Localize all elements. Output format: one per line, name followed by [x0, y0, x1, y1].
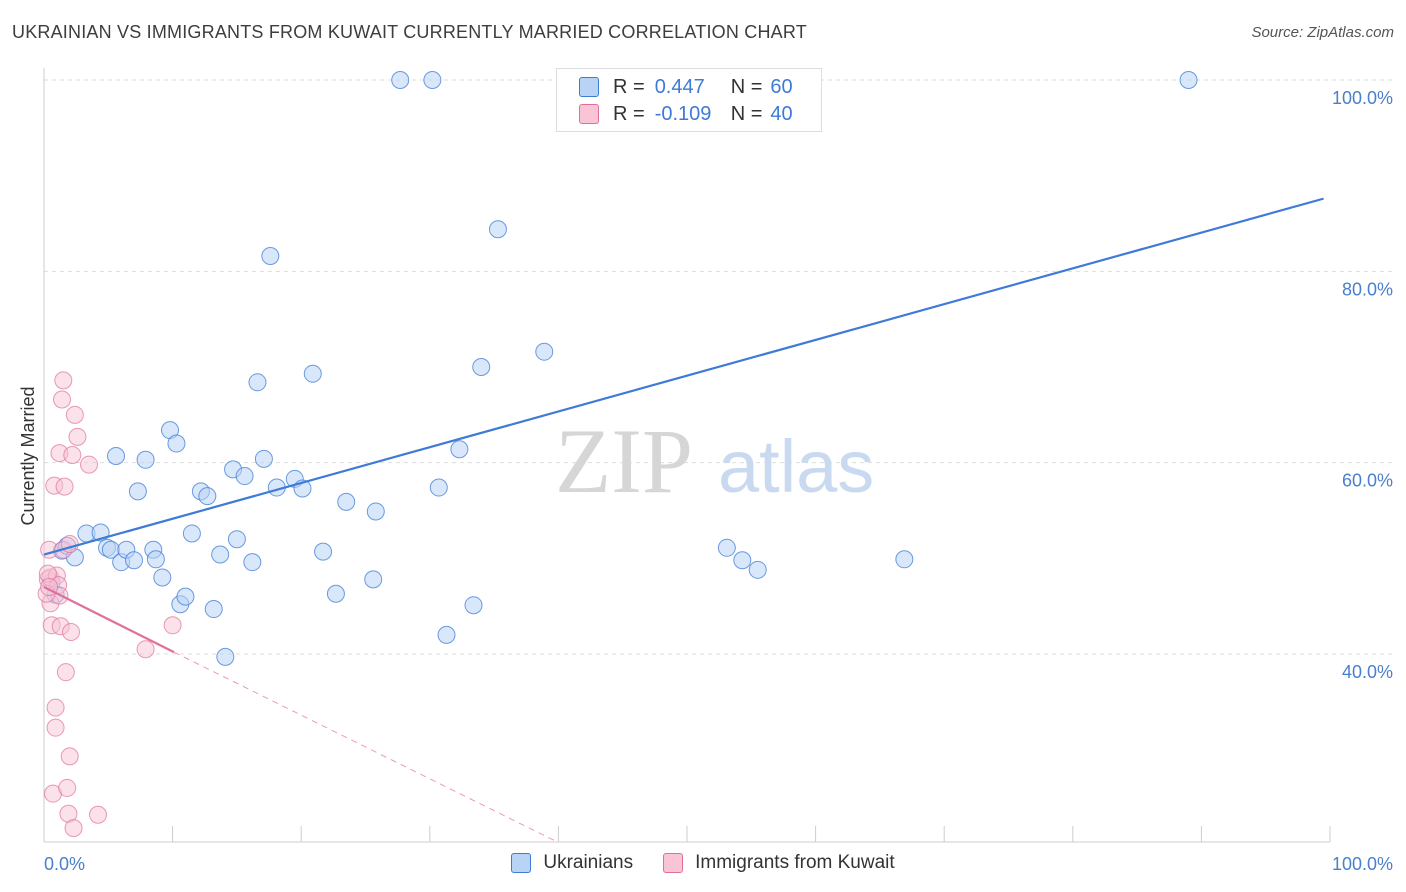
ukrainians-point — [261, 247, 280, 266]
ukrainians-point — [423, 71, 442, 89]
kuwait-point — [53, 390, 72, 409]
ukrainians-point — [314, 542, 333, 561]
ukrainians-point — [198, 487, 217, 506]
kuwait-trend-extension — [173, 651, 559, 843]
legend-r-value: 0.447 — [654, 75, 705, 98]
x-tick-label: 100.0% — [1332, 854, 1393, 874]
ukrainians-point — [717, 538, 736, 557]
legend-label-ukrainians: Ukrainians — [543, 852, 634, 873]
legend-row-ukrainians: R = 0.447 N = 60 — [579, 73, 793, 101]
legend-swatch-blue — [579, 77, 599, 97]
ukrainians-point — [437, 625, 456, 644]
source-label: Source: ZipAtlas.com — [1251, 24, 1394, 41]
legend-swatch-pink — [579, 104, 599, 124]
legend-r-value: -0.109 — [654, 102, 712, 125]
legend-n-value: 40 — [770, 102, 793, 125]
kuwait-point — [46, 698, 65, 717]
kuwait-point — [63, 446, 82, 465]
kuwait-point — [60, 747, 79, 766]
ukrainians-point — [176, 587, 195, 606]
kuwait-point — [80, 455, 99, 474]
y-tick-label: 40.0% — [1342, 662, 1393, 682]
ukrainians-trend-line — [43, 197, 1324, 556]
legend-label-kuwait: Immigrants from Kuwait — [695, 852, 895, 873]
legend-n-value: 60 — [770, 75, 793, 98]
ukrainians-point — [488, 220, 507, 239]
series-legend: Ukrainians Immigrants from Kuwait — [0, 852, 1406, 874]
ukrainians-point — [748, 560, 767, 579]
ukrainians-point — [254, 449, 273, 468]
y-tick-label: 80.0% — [1342, 279, 1393, 299]
kuwait-point — [136, 640, 155, 659]
kuwait-point — [89, 805, 108, 824]
ukrainians-point — [107, 446, 126, 465]
axes — [43, 68, 1331, 843]
ukrainians-point — [326, 584, 345, 603]
ukrainians-point — [248, 373, 267, 392]
legend-r-label: R = — [613, 102, 645, 125]
ukrainians-point — [204, 600, 223, 619]
ukrainians-point — [146, 550, 165, 569]
ukrainians-point — [235, 467, 254, 486]
ukrainians-point — [211, 545, 230, 564]
ukrainians-point — [337, 492, 356, 511]
ukrainians-point — [364, 570, 383, 589]
ukrainians-point — [450, 440, 469, 459]
y-axis-label: Currently Married — [18, 386, 38, 525]
ukrainians-point — [136, 450, 155, 469]
kuwait-point — [68, 427, 87, 446]
ukrainians-point — [391, 71, 410, 89]
correlation-legend: R = 0.447 N = 60 R = -0.109 N = 40 — [556, 68, 822, 132]
ukrainians-point — [167, 434, 186, 453]
kuwait-points — [37, 371, 182, 838]
legend-swatch-pink — [663, 853, 684, 873]
y-tick-label: 60.0% — [1342, 471, 1393, 491]
tick-labels: 100.0% 80.0% 60.0% 40.0% 0.0% 100.0% — [44, 88, 1393, 874]
kuwait-point — [54, 371, 73, 390]
ukrainians-point — [733, 551, 752, 570]
ukrainians-points — [42, 71, 1198, 666]
kuwait-point — [64, 819, 83, 838]
ukrainians-point — [1179, 71, 1198, 89]
ukrainians-point — [429, 478, 448, 497]
ukrainians-point — [227, 530, 246, 549]
legend-r-label: R = — [613, 75, 645, 98]
ukrainians-point — [216, 647, 235, 666]
kuwait-point — [62, 622, 81, 641]
kuwait-point — [163, 616, 182, 635]
y-tick-label: 100.0% — [1332, 88, 1393, 108]
legend-item-kuwait: Immigrants from Kuwait — [663, 852, 895, 874]
kuwait-trend-line — [43, 586, 175, 654]
ukrainians-point — [153, 568, 172, 587]
kuwait-point — [65, 405, 84, 424]
kuwait-point — [58, 778, 77, 797]
legend-n-label: N = — [730, 102, 763, 125]
ukrainians-point — [895, 550, 914, 569]
ukrainians-point — [243, 553, 262, 572]
ukrainians-point — [535, 342, 554, 361]
ukrainians-point — [366, 502, 385, 521]
legend-swatch-blue — [511, 853, 532, 873]
watermark-atlas: atlas — [718, 425, 874, 508]
legend-n-label: N = — [730, 75, 763, 98]
trend-lines — [43, 197, 1324, 843]
ukrainians-point — [182, 524, 201, 543]
ukrainians-point — [472, 358, 491, 376]
kuwait-point — [56, 663, 75, 682]
legend-row-kuwait: R = -0.109 N = 40 — [579, 100, 793, 128]
kuwait-point — [55, 477, 74, 496]
ukrainians-point — [128, 482, 147, 501]
x-tick-label: 0.0% — [44, 854, 85, 874]
ukrainians-point — [125, 551, 144, 570]
watermark-zip: ZIP — [555, 410, 693, 512]
kuwait-point — [46, 718, 65, 737]
legend-item-ukrainians: Ukrainians — [511, 852, 633, 874]
ukrainians-point — [303, 364, 322, 383]
chart-title: UKRAINIAN VS IMMIGRANTS FROM KUWAIT CURR… — [12, 22, 807, 42]
ukrainians-point — [464, 596, 483, 615]
